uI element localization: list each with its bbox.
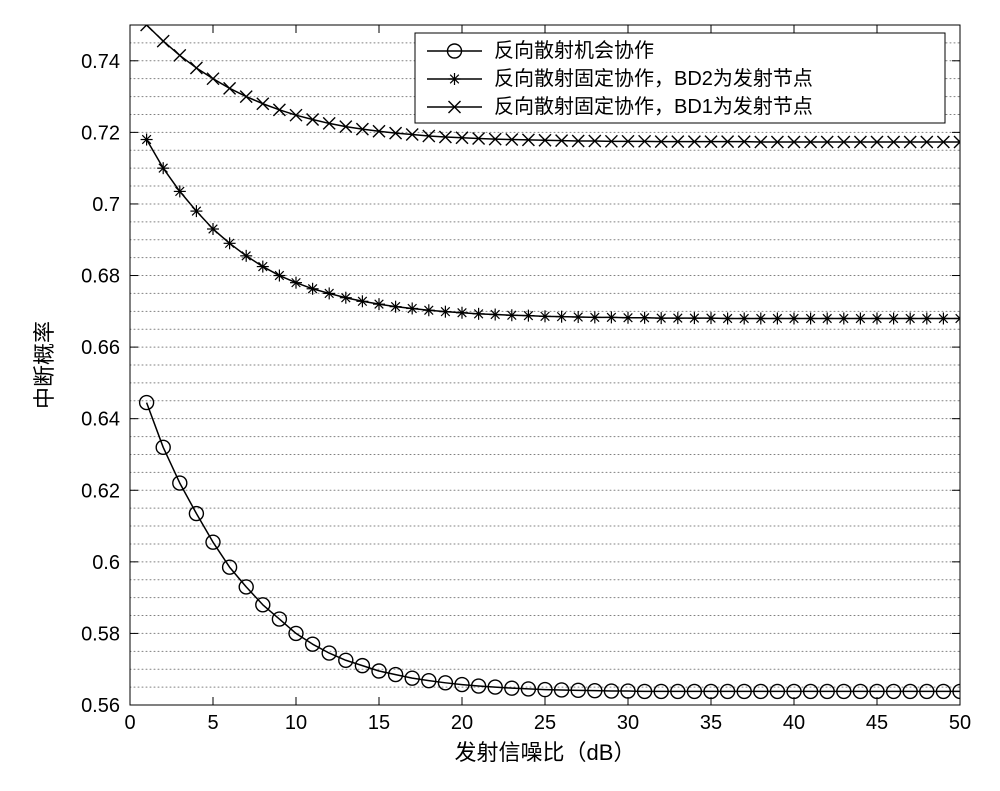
y-axis-label: 中断概率 — [32, 321, 57, 409]
y-tick-label: 0.72 — [81, 122, 120, 144]
y-tick-label: 0.62 — [81, 480, 120, 502]
y-tick-label: 0.66 — [81, 337, 120, 359]
y-tick-label: 0.6 — [92, 552, 120, 574]
legend-label: 反向散射固定协作，BD2为发射节点 — [494, 67, 813, 90]
legend-label: 反向散射固定协作，BD1为发射节点 — [494, 95, 813, 118]
x-axis-label: 发射信噪比（dB） — [455, 740, 636, 765]
y-tick-label: 0.68 — [81, 266, 120, 288]
x-tick-label: 25 — [534, 712, 556, 734]
legend: 反向散射机会协作反向散射固定协作，BD2为发射节点反向散射固定协作，BD1为发射… — [415, 33, 945, 123]
x-tick-label: 30 — [617, 712, 639, 734]
legend-label: 反向散射机会协作 — [494, 39, 654, 62]
y-tick-label: 0.74 — [81, 51, 120, 73]
y-tick-label: 0.64 — [81, 409, 120, 431]
y-tick-label: 0.56 — [81, 695, 120, 717]
x-tick-label: 40 — [783, 712, 805, 734]
y-tick-label: 0.7 — [92, 194, 120, 216]
y-tick-label: 0.58 — [81, 623, 120, 645]
x-tick-label: 10 — [285, 712, 307, 734]
outage-probability-chart: 0 5 10 15 20 25 30 35 40 45 50 0.56 0.58 0.6 0.62 0.64 0… — [0, 0, 1000, 791]
x-tick-label: 15 — [368, 712, 390, 734]
chart-container: 0 5 10 15 20 25 30 35 40 45 50 0.56 0.58 0.6 0.62 0.64 0… — [0, 0, 1000, 791]
x-tick-label: 0 — [124, 712, 135, 734]
x-tick-label: 45 — [866, 712, 888, 734]
x-tick-label: 20 — [451, 712, 473, 734]
x-tick-label: 50 — [949, 712, 971, 734]
x-tick-label: 35 — [700, 712, 722, 734]
x-tick-label: 5 — [207, 712, 218, 734]
